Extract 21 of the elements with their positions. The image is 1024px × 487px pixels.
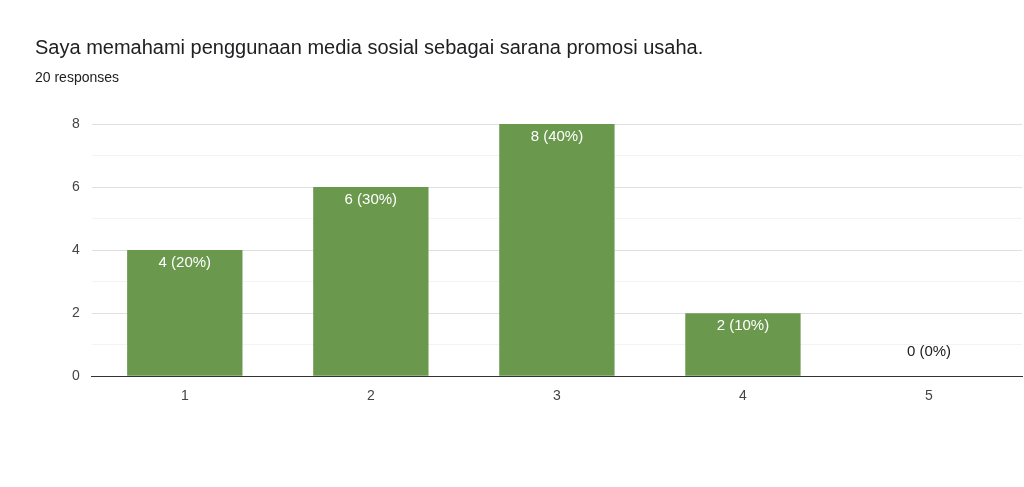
chart-title: Saya memahami penggunaan media sosial sebagai sarana promosi usaha. — [35, 36, 704, 59]
y-tick-label: 0 — [71, 367, 80, 384]
data-label: 0 (0%) — [906, 342, 952, 360]
chart-subtitle: 20 responses — [35, 69, 120, 85]
x-tick-label: 5 — [925, 387, 934, 404]
x-tick-label: 4 — [739, 387, 748, 404]
bar — [127, 250, 243, 376]
data-label: 2 (10%) — [716, 316, 770, 334]
x-tick-label: 3 — [552, 387, 561, 404]
bar — [499, 124, 615, 376]
y-tick-label: 8 — [71, 114, 80, 131]
bar — [685, 313, 801, 376]
x-tick-label: 1 — [180, 387, 189, 404]
bar — [313, 187, 429, 376]
y-tick-label: 6 — [71, 177, 80, 194]
data-label: 4 (20%) — [158, 253, 212, 271]
x-tick-label: 2 — [366, 387, 375, 404]
y-tick-label: 2 — [71, 304, 80, 321]
data-label: 8 (40%) — [530, 127, 584, 145]
data-label: 6 (30%) — [344, 190, 398, 208]
y-tick-label: 4 — [71, 240, 80, 257]
